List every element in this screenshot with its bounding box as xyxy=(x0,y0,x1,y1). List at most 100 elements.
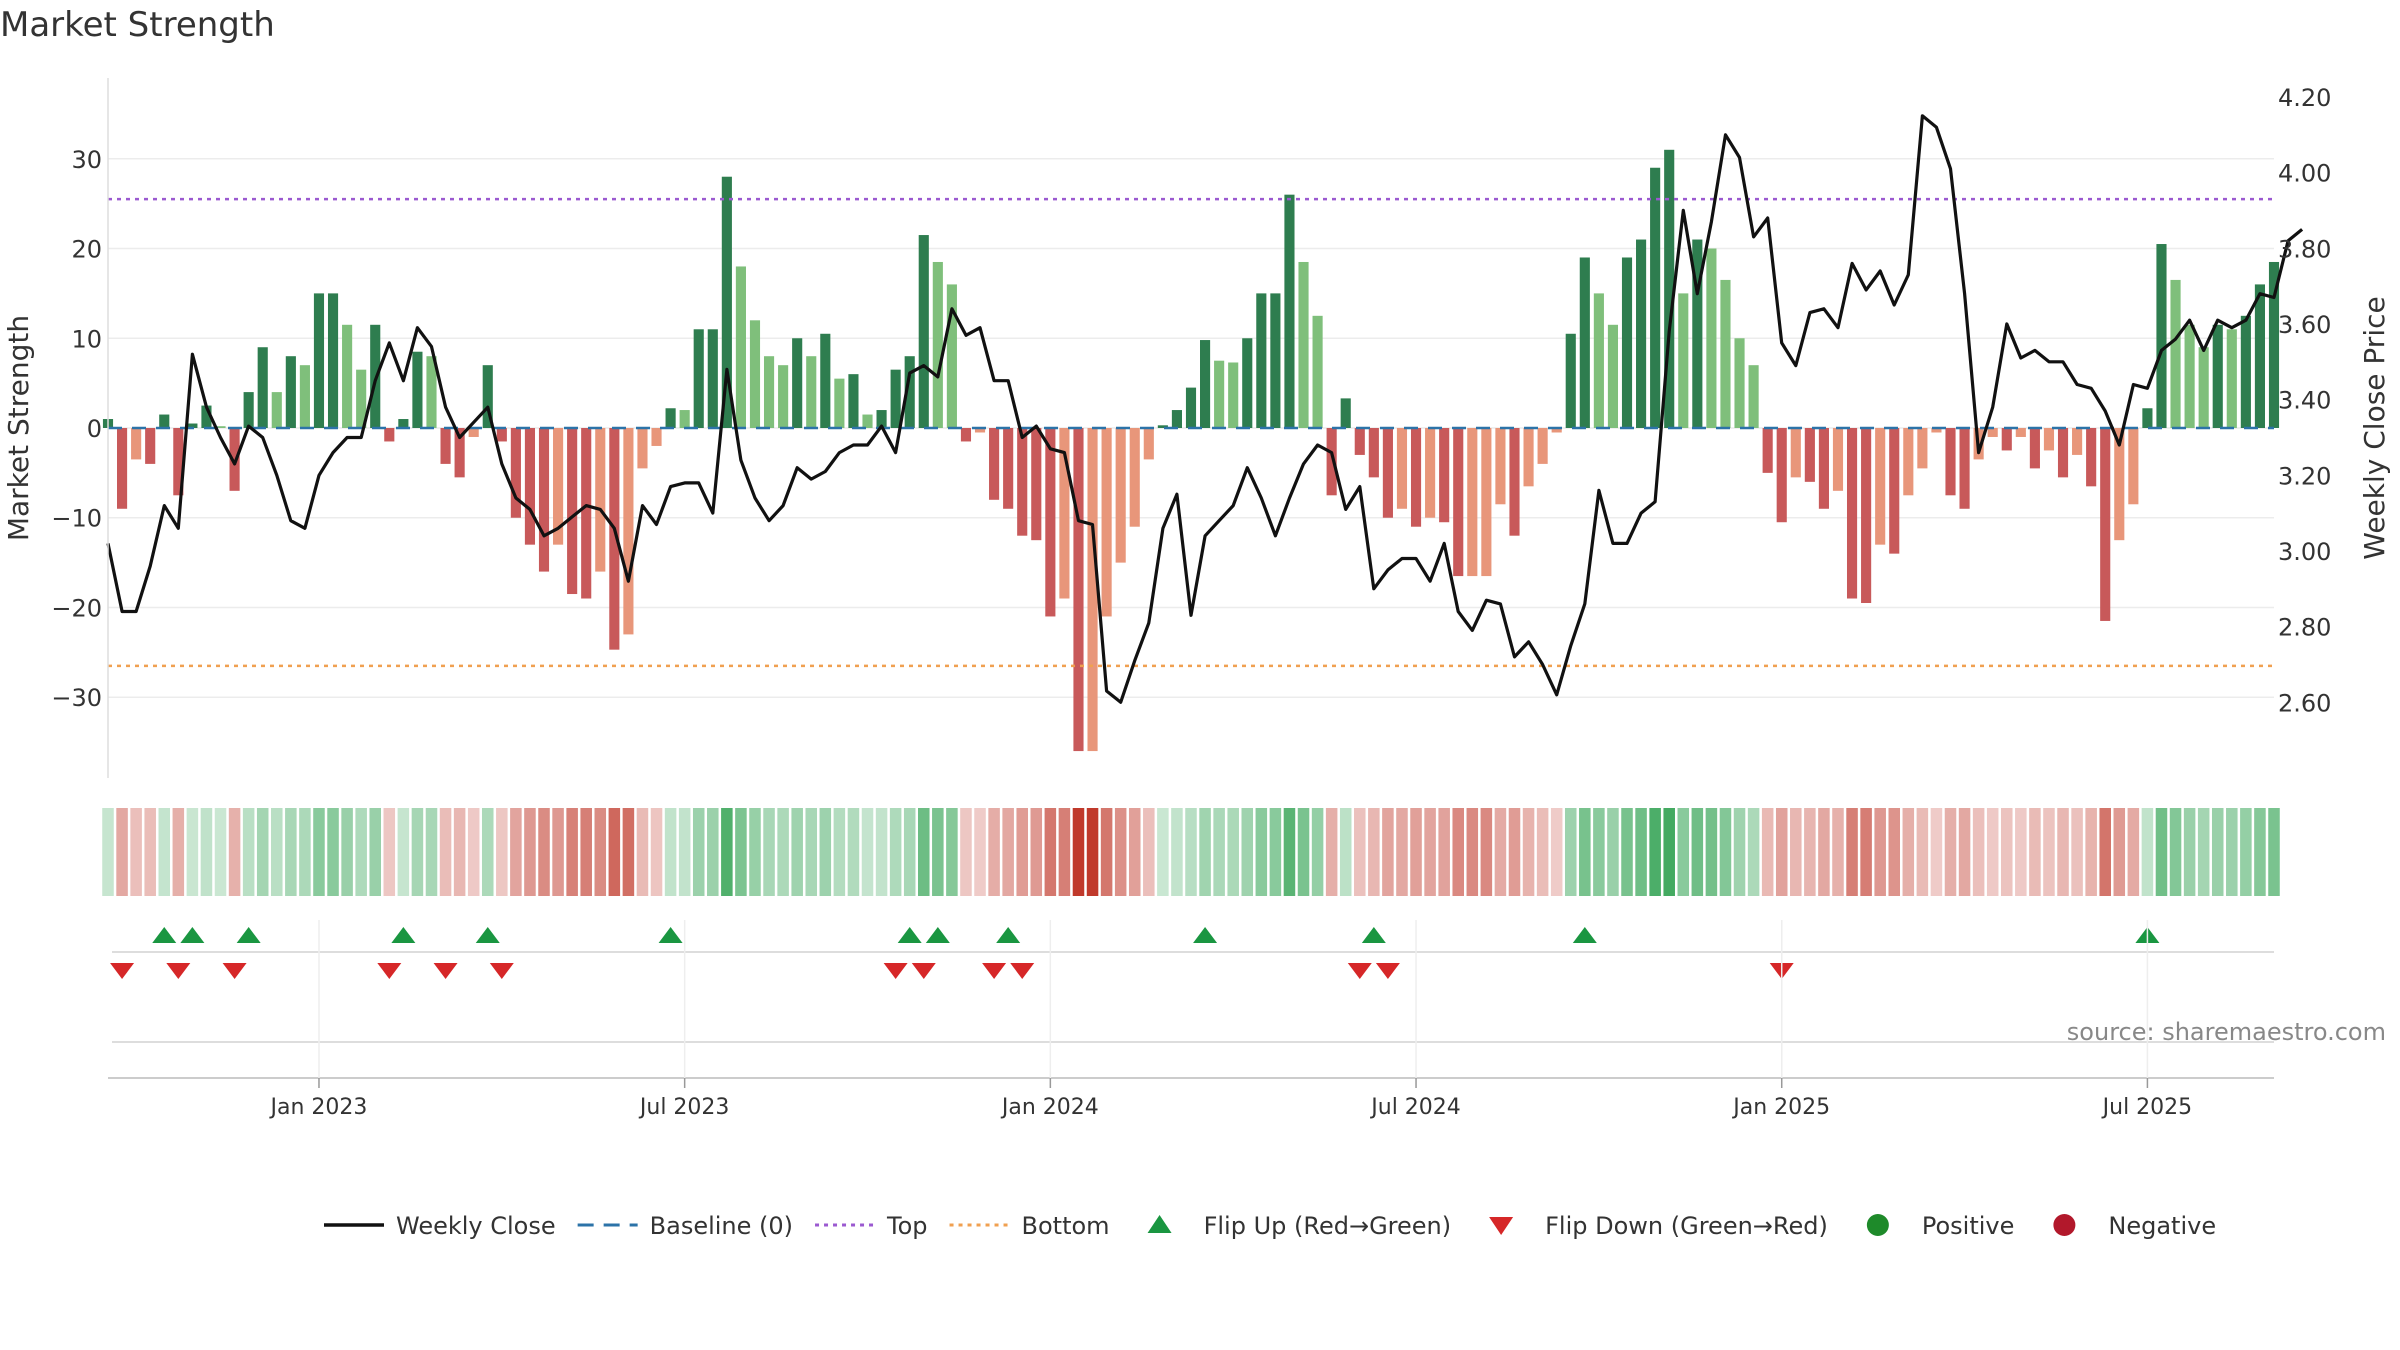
strength-bar xyxy=(1748,365,1759,428)
heat-cell xyxy=(1719,808,1732,896)
y2-tick-label: 2.60 xyxy=(2278,689,2331,717)
strength-bar xyxy=(665,408,676,428)
heat-cell xyxy=(1536,808,1549,896)
strength-bar xyxy=(553,428,564,545)
heat-cell xyxy=(467,808,480,896)
y2-tick-label: 4.00 xyxy=(2278,160,2331,188)
flip-down-marker xyxy=(1375,963,1400,979)
strength-bar xyxy=(2128,428,2139,505)
flip-up-marker xyxy=(236,927,261,943)
strength-bar xyxy=(1185,387,1197,428)
flip-down-marker xyxy=(377,963,402,979)
heat-cell xyxy=(1494,808,1507,896)
y2-tick-label: 3.00 xyxy=(2278,538,2331,566)
legend-label: Positive xyxy=(1922,1212,2015,1240)
heat-cell xyxy=(1480,808,1493,896)
strength-bar xyxy=(581,428,592,599)
strength-bar xyxy=(2114,428,2125,541)
strength-bar xyxy=(2057,428,2069,478)
flip-down-marker xyxy=(911,963,936,979)
heat-cell xyxy=(214,808,227,896)
strength-bar xyxy=(482,365,493,428)
strength-bar xyxy=(932,261,943,428)
heat-cell xyxy=(2226,808,2238,896)
heat-cell xyxy=(889,808,902,896)
heat-cell xyxy=(1860,808,1872,896)
heat-cell xyxy=(1635,808,1647,896)
strength-bar xyxy=(1636,239,1647,428)
strength-bar xyxy=(707,329,718,428)
y-tick-label: −30 xyxy=(51,684,102,712)
strength-bar xyxy=(749,320,761,428)
strength-bar xyxy=(496,428,507,442)
heat-cell xyxy=(2015,808,2027,896)
heat-cell xyxy=(1396,808,1408,896)
chart-title: Market Strength xyxy=(0,5,275,45)
heat-cell xyxy=(102,808,114,896)
strength-bar xyxy=(398,419,409,428)
strength-bar xyxy=(384,428,395,442)
heat-cell xyxy=(228,808,241,896)
heat-cell xyxy=(2099,808,2111,896)
strength-bar xyxy=(651,428,662,446)
heat-cell xyxy=(636,808,649,896)
strength-bar xyxy=(1157,425,1168,428)
strength-bar xyxy=(342,324,353,428)
heat-cell xyxy=(1002,808,1014,896)
heat-cell xyxy=(1804,808,1816,896)
legend-label: Top xyxy=(886,1212,928,1240)
x-axis: Jan 2023 Jul 2023 Jan 2024 Jul 2024 Jan 2025… xyxy=(108,920,2274,1120)
strength-bar xyxy=(1846,428,1858,599)
heat-cell xyxy=(1550,808,1563,896)
strength-bar xyxy=(1284,194,1295,428)
heat-cell xyxy=(2029,808,2041,896)
strength-bar xyxy=(1439,428,1450,523)
strength-bar xyxy=(271,392,282,428)
y-tick-label: −20 xyxy=(51,594,102,622)
flip-down-marker xyxy=(222,963,247,979)
strength-bar xyxy=(946,284,957,428)
heat-cell xyxy=(2240,808,2252,896)
strength-bar xyxy=(1467,428,1478,577)
flip-down-marker xyxy=(433,963,458,979)
heat-cell xyxy=(2000,808,2013,896)
strength-bar xyxy=(468,428,479,437)
strength-bar xyxy=(876,410,887,428)
strength-bar xyxy=(1214,360,1225,428)
strength-bar xyxy=(820,333,831,428)
heat-cell xyxy=(2043,808,2055,896)
x-tick-label: Jul 2023 xyxy=(638,1095,730,1120)
strength-bar xyxy=(187,423,198,428)
heat-cell xyxy=(2155,808,2168,896)
strength-bar xyxy=(299,365,310,428)
strength-bar xyxy=(2001,428,2012,451)
heat-cell xyxy=(1466,808,1479,896)
flip-up-marker xyxy=(1572,927,1597,943)
heat-cell xyxy=(1354,808,1366,896)
source-label: source: sharemaestro.com xyxy=(2067,1018,2386,1046)
legend-label: Baseline (0) xyxy=(650,1212,793,1240)
heat-cell xyxy=(425,808,438,896)
y2-tick-label: 2.80 xyxy=(2278,614,2331,642)
heat-cell xyxy=(721,808,733,896)
strength-bar xyxy=(2156,244,2167,428)
y-tick-label: 0 xyxy=(87,415,102,443)
strength-bar xyxy=(2212,324,2223,428)
strength-bar xyxy=(890,369,901,428)
flip-down-marker xyxy=(166,963,191,979)
heat-cell xyxy=(1185,808,1197,896)
heat-cell xyxy=(1072,808,1085,896)
heat-cell xyxy=(158,808,171,896)
strength-bar xyxy=(1818,428,1829,509)
flip-up-marker xyxy=(152,927,177,943)
strength-bar xyxy=(2254,284,2265,428)
heat-cell xyxy=(2085,808,2097,896)
heat-cell xyxy=(1297,808,1310,896)
strength-bar xyxy=(243,392,254,428)
heat-cell xyxy=(1944,808,1957,896)
flip-down-marker xyxy=(110,963,135,979)
strength-bar xyxy=(1692,239,1703,428)
heat-cell xyxy=(932,808,944,896)
heat-cell xyxy=(2169,808,2182,896)
